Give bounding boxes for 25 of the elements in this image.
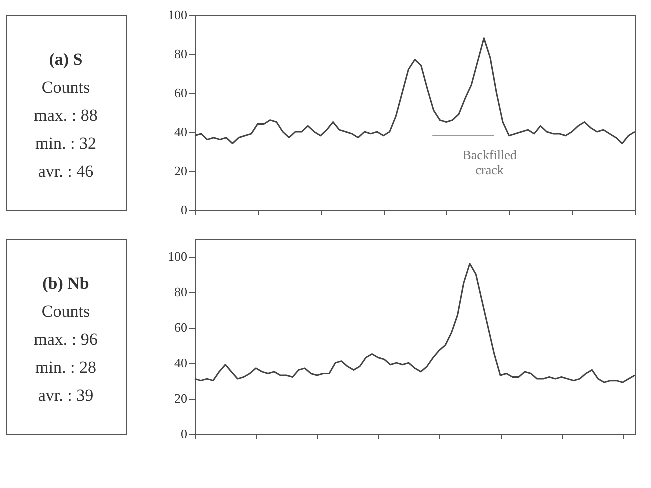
y-tick-label: 100 (168, 249, 188, 264)
line-series (194, 263, 636, 384)
text: max. : 88 (34, 106, 98, 125)
line-series (194, 38, 636, 144)
text: min. : 28 (36, 358, 96, 377)
text: avr. : 39 (38, 386, 94, 405)
annotation: Backfilled crack (462, 147, 518, 178)
text: min. : 32 (36, 134, 96, 153)
y-tick-label: 40 (174, 356, 188, 371)
y-tick-label: 60 (174, 320, 188, 336)
y-tick-label: 0 (181, 202, 188, 218)
y-tick-label: 20 (174, 164, 188, 178)
text: Counts (42, 302, 90, 321)
text: (a) S (49, 50, 83, 69)
text: (b) Nb (42, 274, 90, 293)
y-tick-label: 80 (174, 46, 188, 62)
text: avr. : 46 (38, 162, 94, 181)
text: max. : 96 (34, 330, 98, 349)
y-tick-label: 40 (174, 124, 188, 140)
y-tick-label: 60 (174, 86, 188, 100)
y-tick-label: 20 (174, 391, 188, 406)
y-tick-label: 0 (181, 426, 188, 442)
text: Counts (42, 78, 90, 97)
y-tick-label: 80 (174, 284, 188, 300)
y-tick-label: 100 (168, 8, 188, 22)
